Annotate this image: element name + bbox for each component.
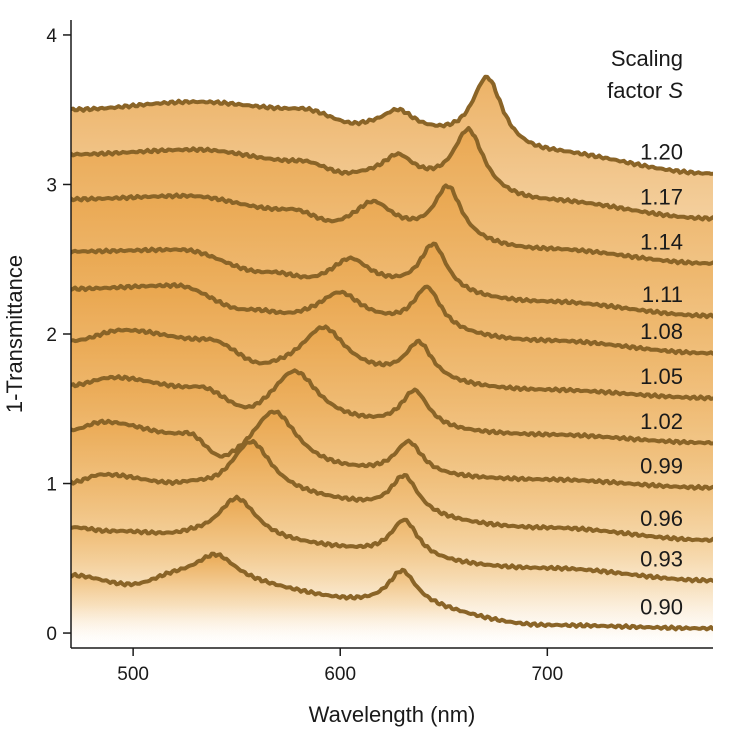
series-label-1-14: 1.14 <box>640 229 683 254</box>
series-label-1-17: 1.17 <box>640 184 683 209</box>
x-tick-label-600: 600 <box>324 664 356 685</box>
y-tick-label-0: 0 <box>46 624 57 645</box>
legend-title-line2: factor S <box>607 78 683 103</box>
y-axis-title: 1-Transmittance <box>2 255 27 413</box>
series-line-1-05 <box>71 324 713 402</box>
legend-title-symbol: S <box>668 78 683 103</box>
series-label-1-02: 1.02 <box>640 409 683 434</box>
y-ticks: 0 1 2 3 4 <box>46 26 71 645</box>
series-line-1-17 <box>71 126 713 222</box>
series-label-0-99: 0.99 <box>640 454 683 479</box>
series-line-1-20 <box>71 74 713 176</box>
series-labels: 1.20 1.17 1.14 1.11 1.08 1.05 1.02 0.99 0.96 0.93… <box>640 139 683 619</box>
y-tick-label-3: 3 <box>46 175 57 196</box>
x-tick-label-700: 700 <box>531 664 563 685</box>
axes: 0 1 2 3 4 500 600 700 <box>46 20 713 685</box>
series-line-0-99 <box>71 409 713 491</box>
x-tick-label-500: 500 <box>117 664 149 685</box>
series-label-0-96: 0.96 <box>640 506 683 531</box>
series-label-1-11: 1.11 <box>642 282 683 307</box>
series-label-0-90: 0.90 <box>640 594 683 619</box>
x-ticks: 500 600 700 <box>117 648 563 685</box>
series-line-1-02 <box>71 368 713 446</box>
series-label-1-05: 1.05 <box>640 364 683 389</box>
y-tick-label-1: 1 <box>46 475 57 496</box>
legend: Scaling factor S 1.20 1.17 1.14 1.11 1.08 1.0… <box>607 46 683 619</box>
series-line-0-93 <box>71 494 713 584</box>
series-line-1-08 <box>71 282 713 356</box>
series-line-1-11 <box>71 241 713 320</box>
y-tick-label-2: 2 <box>46 325 57 346</box>
x-axis-title: Wavelength (nm) <box>309 702 476 727</box>
series-line-0-96 <box>71 439 713 543</box>
y-tick-label-4: 4 <box>46 26 57 47</box>
series-line-1-14 <box>71 183 713 266</box>
series-label-1-08: 1.08 <box>640 319 683 344</box>
legend-title-line1: Scaling <box>611 46 683 71</box>
series-line-0-90 <box>71 551 713 632</box>
legend-title-text: factor <box>607 78 668 103</box>
series-group <box>71 74 713 648</box>
series-fill-0-90 <box>71 553 713 648</box>
series-label-1-20: 1.20 <box>640 139 683 164</box>
series-label-0-93: 0.93 <box>640 546 683 571</box>
